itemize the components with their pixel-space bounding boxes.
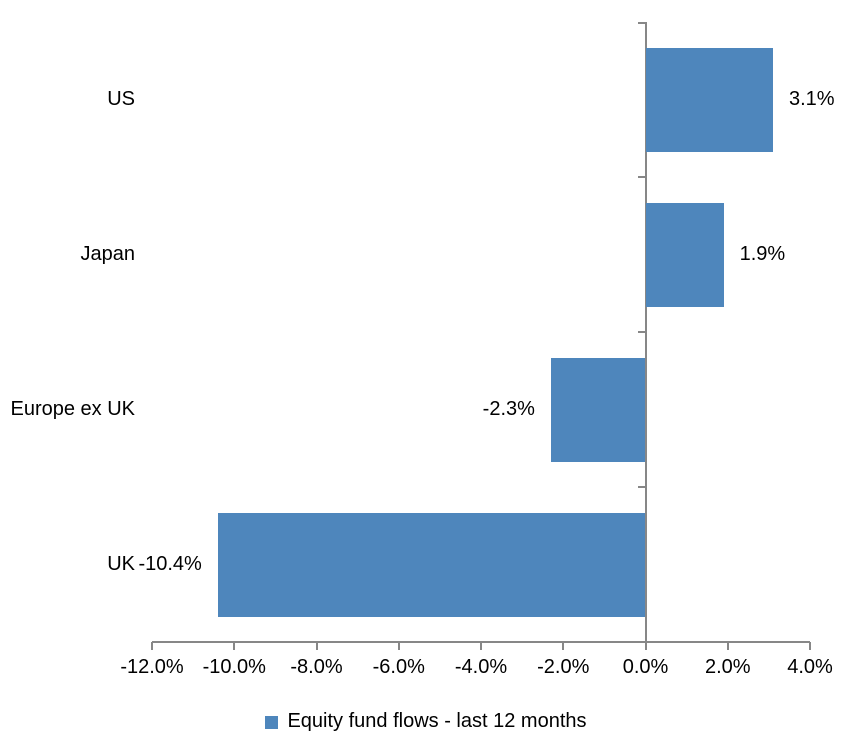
legend-swatch bbox=[265, 716, 279, 729]
data-label: 1.9% bbox=[739, 243, 786, 265]
x-tick-label: -8.0% bbox=[290, 656, 343, 678]
category-boundary-tick bbox=[637, 486, 647, 488]
x-axis-tick bbox=[233, 642, 236, 650]
x-axis-tick bbox=[397, 642, 400, 650]
data-label: -2.3% bbox=[482, 398, 535, 420]
category-label: UK bbox=[107, 553, 135, 575]
bar-europe-ex-uk bbox=[550, 357, 646, 462]
x-tick-label: 2.0% bbox=[704, 656, 751, 678]
category-label: US bbox=[107, 88, 135, 110]
x-tick-label: -12.0% bbox=[120, 656, 184, 678]
bar-japan bbox=[645, 202, 724, 307]
x-axis-tick bbox=[644, 642, 647, 650]
category-boundary-tick bbox=[637, 22, 647, 24]
bar-uk bbox=[217, 512, 646, 617]
x-axis-tick bbox=[480, 642, 482, 650]
legend: Equity fund flows - last 12 months bbox=[0, 710, 852, 733]
data-label: 3.1% bbox=[788, 88, 835, 110]
x-tick-label: -4.0% bbox=[454, 656, 508, 678]
legend-label: Equity fund flows - last 12 months bbox=[287, 710, 587, 732]
bar-us bbox=[645, 47, 773, 152]
category-boundary-tick bbox=[637, 176, 647, 178]
plot-area: 3.1% 1.9% -2.3% -10.4% bbox=[138, 22, 835, 650]
x-axis-tick bbox=[726, 642, 729, 650]
x-axis-tick bbox=[151, 642, 153, 650]
x-axis-tick bbox=[562, 642, 565, 650]
category-label: Japan bbox=[80, 243, 136, 265]
x-tick-label: 4.0% bbox=[787, 656, 833, 678]
x-tick-label: -6.0% bbox=[372, 656, 425, 678]
data-label: -10.4% bbox=[138, 553, 202, 575]
category-boundary-tick bbox=[637, 331, 647, 333]
x-axis-tick bbox=[809, 642, 811, 650]
x-axis-tick bbox=[315, 642, 318, 650]
category-label: Europe ex UK bbox=[10, 398, 135, 420]
x-tick-label: -2.0% bbox=[537, 656, 590, 678]
x-tick-label: -10.0% bbox=[202, 656, 266, 678]
x-tick-label: 0.0% bbox=[622, 656, 669, 678]
